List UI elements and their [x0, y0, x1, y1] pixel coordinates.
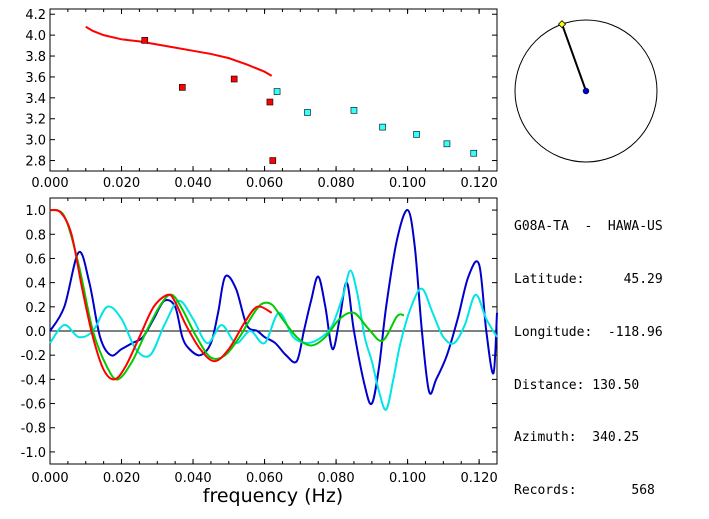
dispersion-panel: 0.000 0.020 0.040 0.060 0.080 0.100 0.120 2.8 3.… [25, 8, 497, 191]
phase-velocity-point-cyan [273, 88, 281, 95]
y-tick-label: 0.0 [25, 325, 46, 340]
x-tick-label: 0.040 [174, 176, 211, 191]
y-tick-label: 3.4 [25, 92, 46, 107]
phase-velocity-point-cyan [470, 149, 478, 157]
dial-center-dot [582, 87, 590, 95]
y-tick-label: -0.4 [21, 373, 46, 388]
x-tick-label: 0.120 [461, 471, 498, 486]
records-readout: Records: 568 [514, 483, 655, 499]
cyan-series-line [49, 269, 498, 411]
azimuth-dial [514, 19, 658, 163]
phase-velocity-point-cyan [304, 109, 311, 116]
coherence-panel: 0.000 0.020 0.040 0.060 0.080 0.100 0.120 1.0 0.… [21, 197, 498, 507]
x-tick-label: 0.020 [103, 471, 140, 486]
x-tick-label: 0.100 [389, 176, 426, 191]
x-tick-label: 0.120 [461, 176, 498, 191]
y-tick-label: 4.0 [25, 29, 46, 44]
y-tick-label: 3.0 [25, 134, 46, 149]
dial-circle [514, 19, 658, 163]
phase-velocity-point-red [141, 37, 149, 44]
y-tick-label: 4.2 [25, 8, 46, 23]
y-tick-label: 3.6 [25, 71, 46, 86]
x-tick-label: 0.080 [317, 471, 354, 486]
phase-velocity-point-cyan [379, 123, 386, 131]
y-tick-label: -0.2 [21, 349, 46, 364]
y-tick-label: 3.2 [25, 113, 46, 128]
phase-velocity-point-red [179, 84, 186, 91]
x-tick-label: 0.040 [174, 471, 211, 486]
phase-velocity-point-cyan [413, 131, 420, 138]
station-pair: G08A-TA - HAWA-US [514, 219, 663, 235]
x-tick-label: 0.020 [103, 176, 140, 191]
phase-velocity-point-red [230, 75, 238, 83]
phase-velocity-point-red [266, 98, 274, 106]
green-series-line [49, 209, 405, 381]
y-tick-label: 0.2 [25, 301, 46, 316]
phase-velocity-point-cyan [443, 140, 451, 148]
dispersion-curve [85, 25, 273, 77]
phase-velocity-point-red [269, 157, 277, 164]
y-tick-label: -0.8 [21, 422, 46, 437]
x-tick-label: 0.100 [389, 471, 426, 486]
y-tick-label: -1.0 [21, 446, 46, 461]
y-tick-label: 2.8 [25, 155, 46, 170]
x-tick-label: 0.060 [246, 471, 283, 486]
azimuth-line [561, 23, 587, 92]
dispersion-frame [49, 8, 498, 172]
x-axis-label: frequency (Hz) [203, 485, 343, 507]
x-tick-label: 0.000 [31, 176, 68, 191]
y-tick-label: 1.0 [25, 204, 46, 219]
y-tick-label: -0.6 [21, 398, 46, 413]
y-tick-label: 3.8 [25, 50, 46, 65]
y-tick-label: 0.8 [25, 228, 46, 243]
station-info: G08A-TA - HAWA-US Latitude: 45.29 Longit… [514, 183, 663, 517]
y-tick-label: 0.4 [25, 277, 46, 292]
latitude-readout: Latitude: 45.29 [514, 271, 663, 287]
azimuth-tip-marker [557, 20, 567, 29]
distance-readout: Distance: 130.50 [514, 377, 640, 393]
x-tick-label: 0.080 [317, 176, 354, 191]
x-tick-label: 0.060 [246, 176, 283, 191]
phase-velocity-point-cyan [350, 107, 358, 114]
azimuth-readout: Azimuth: 340.25 [514, 430, 640, 446]
x-tick-label: 0.000 [31, 471, 68, 486]
y-tick-label: 0.6 [25, 252, 46, 267]
longitude-readout: Longitude: -118.96 [514, 324, 663, 340]
red-series-line [49, 208, 273, 381]
